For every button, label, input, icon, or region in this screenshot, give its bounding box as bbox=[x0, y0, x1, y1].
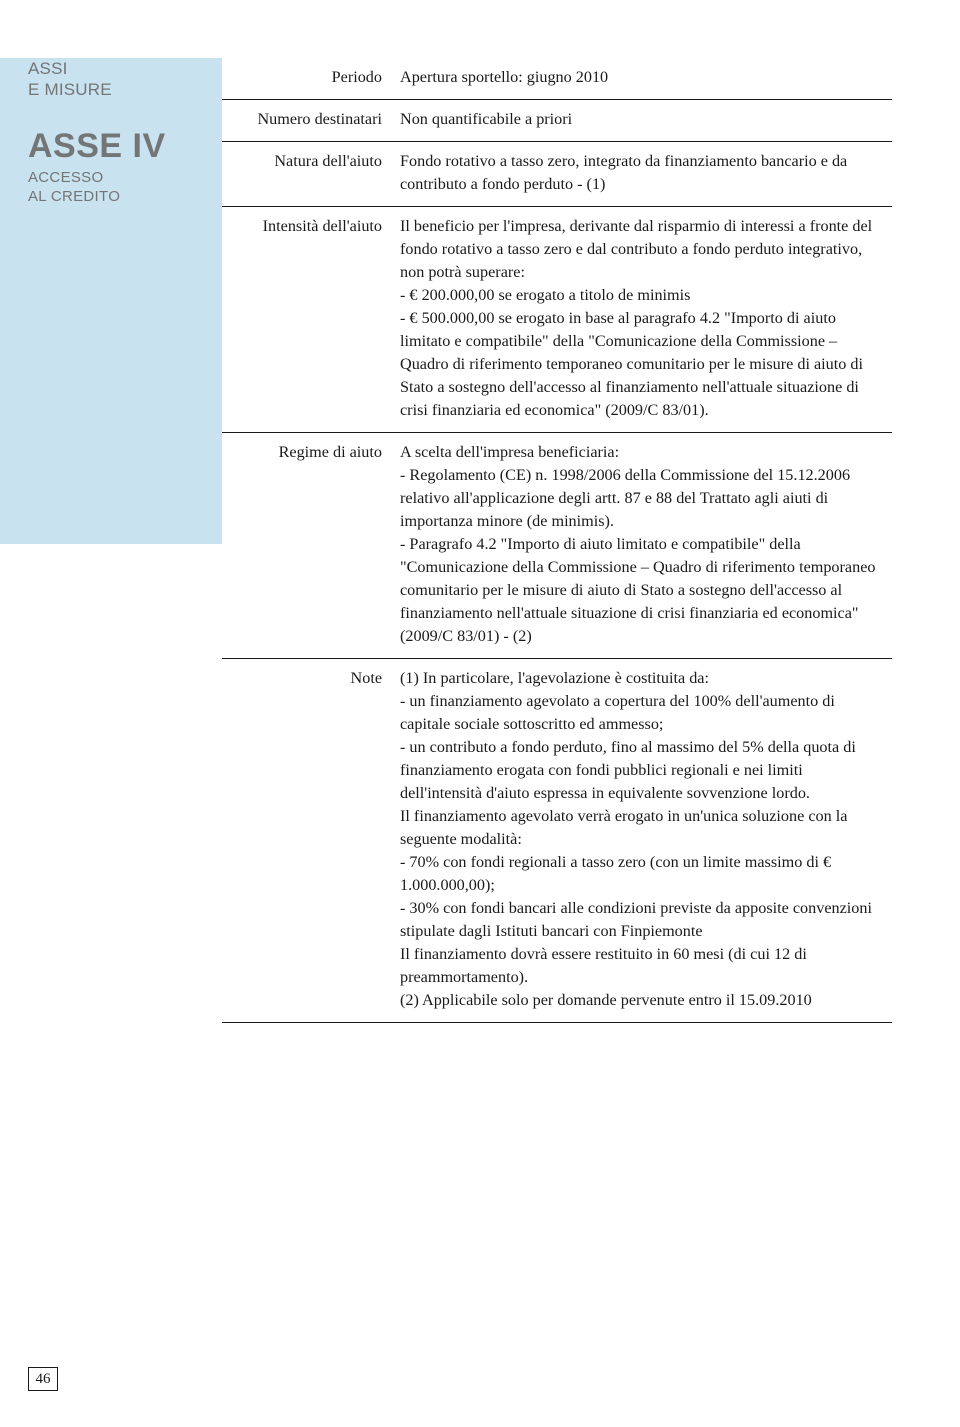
assi-line2: E MISURE bbox=[28, 80, 112, 99]
asse-sub-line2: AL CREDITO bbox=[28, 188, 120, 205]
page-number: 46 bbox=[28, 1367, 58, 1391]
asse-group: ASSE IV ACCESSO AL CREDITO bbox=[28, 127, 208, 207]
row-value-natura: Fondo rotativo a tasso zero, integrato d… bbox=[400, 150, 892, 196]
document-page: ASSI E MISURE ASSE IV ACCESSO AL CREDITO… bbox=[0, 0, 960, 1427]
row-value-periodo: Apertura sportello: giugno 2010 bbox=[400, 66, 892, 89]
asse-subtitle: ACCESSO AL CREDITO bbox=[28, 168, 208, 207]
row-label-note: Note bbox=[222, 667, 400, 1012]
assi-line1: ASSI bbox=[28, 59, 68, 78]
row-value-intensita: Il beneficio per l'impresa, derivante da… bbox=[400, 215, 892, 422]
table-row: Note (1) In particolare, l'agevolazione … bbox=[222, 659, 892, 1023]
table-row: Intensità dell'aiuto Il beneficio per l'… bbox=[222, 207, 892, 433]
row-value-destinatari: Non quantificabile a priori bbox=[400, 108, 892, 131]
row-label-regime: Regime di aiuto bbox=[222, 441, 400, 648]
assi-heading: ASSI E MISURE bbox=[28, 58, 208, 101]
row-label-periodo: Periodo bbox=[222, 66, 400, 89]
row-label-intensita: Intensità dell'aiuto bbox=[222, 215, 400, 422]
table-row: Periodo Apertura sportello: giugno 2010 bbox=[222, 58, 892, 100]
row-value-regime: A scelta dell'impresa beneficiaria:- Reg… bbox=[400, 441, 892, 648]
table-row: Natura dell'aiuto Fondo rotativo a tasso… bbox=[222, 142, 892, 207]
asse-title: ASSE IV bbox=[28, 127, 208, 166]
sidebar-labels: ASSI E MISURE ASSE IV ACCESSO AL CREDITO bbox=[28, 58, 208, 207]
left-sidebar bbox=[0, 0, 222, 1427]
row-label-destinatari: Numero destinatari bbox=[222, 108, 400, 131]
content-area: Periodo Apertura sportello: giugno 2010 … bbox=[222, 0, 960, 1427]
table-row: Regime di aiuto A scelta dell'impresa be… bbox=[222, 433, 892, 659]
row-label-natura: Natura dell'aiuto bbox=[222, 150, 400, 196]
row-value-note: (1) In particolare, l'agevolazione è cos… bbox=[400, 667, 892, 1012]
table-row: Numero destinatari Non quantificabile a … bbox=[222, 100, 892, 142]
asse-sub-line1: ACCESSO bbox=[28, 169, 103, 186]
